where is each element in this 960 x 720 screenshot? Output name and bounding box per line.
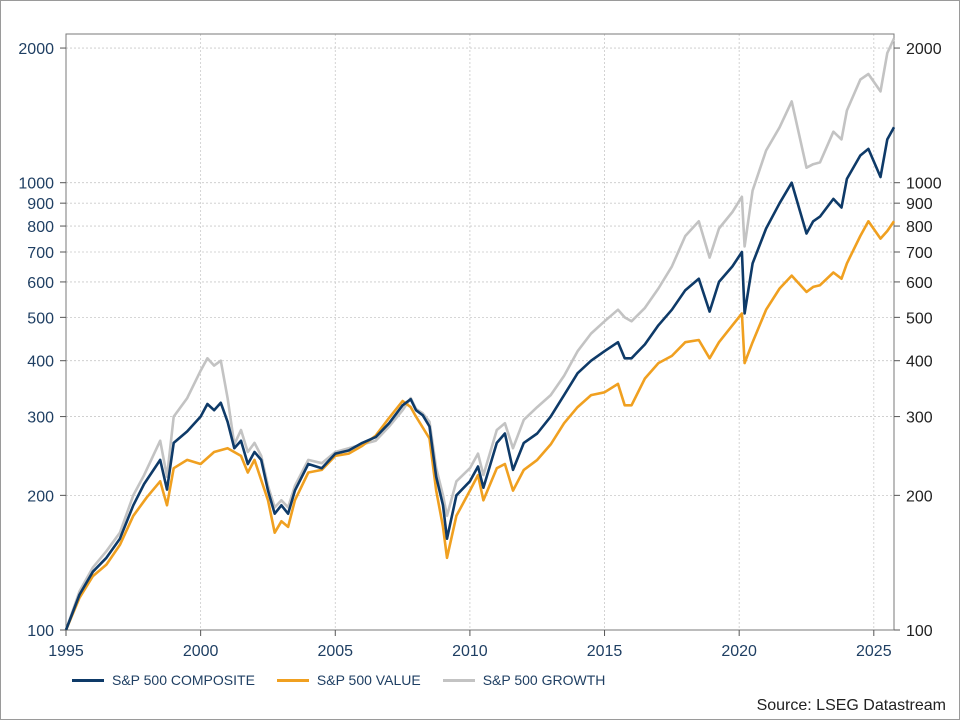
y-tick-label-left: 1000 [18, 176, 54, 193]
y-tick-label-right: 300 [906, 410, 933, 427]
legend-swatch-growth [442, 678, 475, 682]
x-tick-label: 2005 [317, 643, 353, 660]
y-tick-label-right: 700 [906, 245, 933, 262]
y-tick-label-right: 900 [906, 196, 933, 213]
gridlines [65, 34, 894, 631]
x-axis: 1995 2000 2005 2010 2015 2020 2025 [48, 630, 892, 660]
legend-swatch-composite [72, 678, 104, 682]
y-tick-label-left: 600 [27, 275, 54, 292]
y-tick-label-right: 600 [906, 275, 933, 292]
y-tick-label-right: 500 [906, 310, 933, 327]
y-tick-label-left: 500 [27, 310, 54, 327]
x-tick-label: 2010 [452, 643, 488, 660]
plot-area [65, 33, 895, 631]
y-tick-label-left: 300 [27, 410, 54, 427]
y-tick-label-left: 900 [27, 196, 54, 213]
legend-item-composite: S&P 500 COMPOSITE [72, 672, 255, 688]
x-tick-label: 2000 [183, 643, 219, 660]
y-tick-label-right: 1000 [906, 176, 942, 193]
x-tick-label: 2020 [721, 643, 757, 660]
y-tick-label-right: 200 [906, 488, 933, 505]
series-line-s-p-500-composite [64, 126, 896, 631]
x-tick-label: 2025 [856, 643, 892, 660]
source-note: Source: LSEG Datastream [756, 697, 946, 714]
y-tick-label-right: 800 [906, 219, 933, 236]
y-axis-right: 100 200 300 400 500 600 700 800 900 1000 2000 [894, 41, 942, 640]
y-tick-label-right: 2000 [906, 41, 942, 58]
y-axis-left: 100 200 300 400 500 600 700 800 900 1000 2000 [18, 41, 66, 640]
series-lines [64, 38, 896, 631]
legend-item-value: S&P 500 VALUE [276, 672, 421, 688]
y-tick-label-left: 700 [27, 245, 54, 262]
legend-label-growth: S&P 500 GROWTH [482, 672, 606, 688]
legend-item-growth: S&P 500 GROWTH [442, 672, 606, 688]
x-tick-label: 1995 [48, 643, 84, 660]
x-tick-label: 2015 [587, 643, 623, 660]
legend-label-value: S&P 500 VALUE [316, 672, 421, 688]
y-tick-label-left: 200 [27, 488, 54, 505]
legend: S&P 500 COMPOSITE S&P 500 VALUE S&P 500 … [72, 672, 605, 688]
series-line-s-p-500-growth [64, 38, 896, 631]
y-tick-label-left: 2000 [18, 41, 54, 58]
y-tick-label-left: 800 [27, 219, 54, 236]
y-tick-label-right: 100 [906, 623, 933, 640]
y-tick-label-right: 400 [906, 354, 933, 371]
legend-swatch-value [276, 678, 309, 682]
legend-label-composite: S&P 500 COMPOSITE [112, 672, 255, 688]
y-tick-label-left: 400 [27, 354, 54, 371]
y-tick-label-left: 100 [27, 623, 54, 640]
series-line-s-p-500-value [64, 220, 896, 631]
